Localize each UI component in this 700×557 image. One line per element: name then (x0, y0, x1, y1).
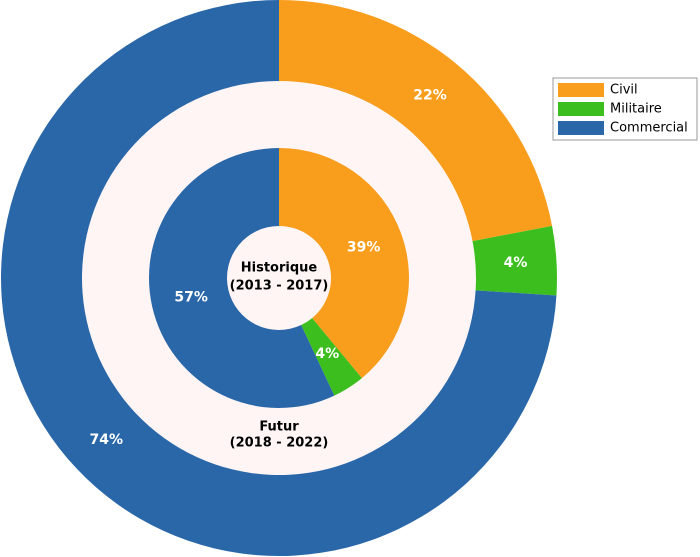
value-label: 4% (315, 346, 339, 362)
ring-label: Historique (241, 261, 318, 276)
legend-swatch (558, 121, 604, 135)
donut-segment (148, 148, 335, 408)
value-label: 57% (174, 290, 208, 306)
value-label: 22% (413, 87, 447, 103)
donut-segment (279, 0, 553, 242)
ring-period: (2018 - 2022) (230, 436, 329, 451)
legend-label: Commercial (610, 121, 688, 136)
legend-label: Civil (610, 83, 638, 98)
donut-segment (279, 148, 409, 379)
donut-segment (472, 225, 558, 296)
ring-label: Futur (259, 420, 299, 435)
donut-segment (301, 318, 362, 396)
value-label: 4% (504, 255, 528, 271)
legend-swatch (558, 83, 604, 97)
ring-gap (82, 81, 476, 475)
value-label: 39% (347, 240, 381, 256)
legend-swatch (558, 102, 604, 116)
legend-label: Militaire (610, 102, 662, 117)
ring-period: (2013 - 2017) (230, 279, 329, 294)
value-label: 74% (89, 432, 123, 448)
